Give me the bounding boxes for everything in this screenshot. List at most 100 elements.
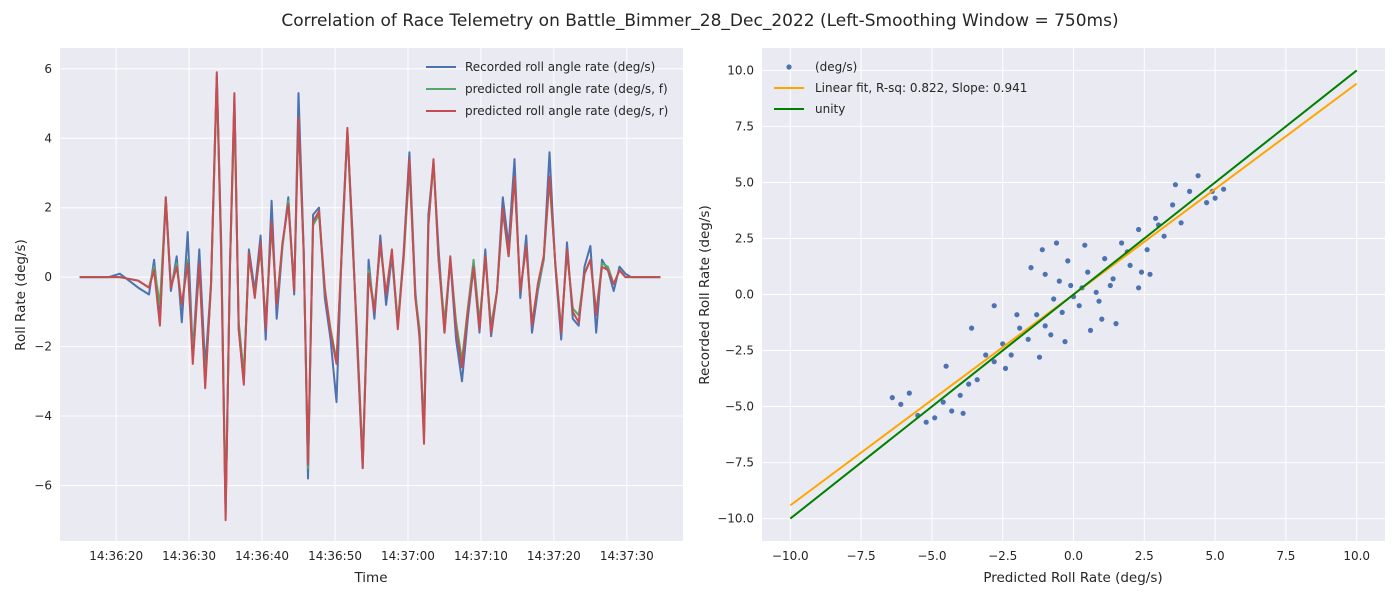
legend-label-predicted-r: predicted roll angle rate (deg/s, r)	[465, 104, 668, 118]
scatter-point	[943, 363, 949, 369]
scatter-point	[957, 392, 963, 398]
scatter-point	[1014, 312, 1020, 318]
timeseries-x-tick-label: 14:36:30	[162, 549, 216, 563]
scatter-point	[1099, 316, 1105, 322]
legend-marker-points	[786, 64, 792, 70]
scatter-point	[1042, 271, 1048, 277]
scatter-y-tick-label: −7.5	[725, 456, 754, 470]
scatter-point	[983, 352, 989, 358]
scatter-point	[1008, 352, 1014, 358]
scatter-point	[1059, 309, 1065, 315]
timeseries-x-tick-labels: 14:36:20 14:36:30 14:36:40 14:36:50 14:37:00…	[89, 549, 654, 563]
scatter-point	[1025, 336, 1031, 342]
scatter-point	[1136, 285, 1142, 291]
scatter-point	[966, 381, 972, 387]
timeseries-series-lines	[79, 71, 661, 522]
scatter-point	[1048, 332, 1054, 338]
timeseries-x-tick-label: 14:37:10	[454, 549, 508, 563]
scatter-point	[898, 401, 904, 407]
scatter-point	[1144, 247, 1150, 253]
scatter-y-tick-label: 0.0	[735, 288, 754, 302]
scatter-point	[906, 390, 912, 396]
scatter-point	[1147, 271, 1153, 277]
timeseries-gridlines	[60, 48, 683, 541]
scatter-point	[1039, 247, 1045, 253]
timeseries-x-tick-label: 14:37:00	[381, 549, 435, 563]
timeseries-y-axis-label: Roll Rate (deg/s)	[13, 239, 29, 351]
scatter-point	[1161, 233, 1167, 239]
scatter-y-tick-label: 7.5	[735, 119, 754, 133]
timeseries-y-tick-label: −6	[34, 478, 52, 492]
scatter-point	[1204, 200, 1210, 206]
scatter-point	[1082, 242, 1088, 248]
scatter-point	[1002, 365, 1009, 371]
timeseries-y-tick-label: 6	[44, 62, 52, 76]
scatter-point	[1178, 220, 1184, 226]
scatter-point	[1017, 325, 1023, 331]
scatter-point	[1212, 195, 1218, 201]
scatter-point	[932, 415, 938, 421]
scatter-point	[974, 377, 980, 383]
scatter-point	[1085, 269, 1091, 275]
scatter-x-tick-label: −2.5	[988, 549, 1017, 563]
scatter-point	[1187, 188, 1193, 194]
scatter-point	[940, 399, 946, 405]
scatter-point	[889, 395, 895, 401]
scatter-point	[969, 325, 975, 331]
timeseries-x-tick-label: 14:36:20	[89, 549, 143, 563]
scatter-points	[889, 173, 1227, 425]
scatter-y-tick-label: 2.5	[735, 231, 754, 245]
scatter-point	[1153, 215, 1159, 221]
timeseries-y-tick-label: −2	[34, 340, 52, 354]
scatter-y-tick-label: 10.0	[727, 63, 754, 77]
timeseries-x-tick-label: 14:36:40	[235, 549, 289, 563]
scatter-point	[991, 359, 997, 365]
timeseries-y-tick-labels: −6 −4 −2 0 2 4 6	[34, 62, 52, 493]
scatter-legend: (deg/s) Linear fit, R-sq: 0.822, Slope: …	[774, 60, 1027, 116]
timeseries-line-3	[79, 71, 661, 522]
timeseries-y-tick-label: 2	[44, 201, 52, 215]
scatter-gridlines	[762, 48, 1385, 541]
scatter-point	[1051, 296, 1057, 302]
scatter-x-tick-label: −7.5	[847, 549, 876, 563]
scatter-point	[1110, 276, 1116, 282]
scatter-point	[1136, 226, 1142, 233]
scatter-point	[1096, 298, 1102, 304]
scatter-y-tick-labels: −10.0 −7.5 −5.0 −2.5 0.0 2.5 5.0 7.5 10.0	[717, 63, 754, 525]
scatter-x-tick-label: −5.0	[917, 549, 946, 563]
scatter-y-tick-label: −5.0	[725, 400, 754, 414]
scatter-point	[1138, 269, 1145, 275]
scatter-y-tick-label: −10.0	[717, 512, 754, 526]
scatter-x-tick-label: 5.0	[1206, 549, 1225, 563]
scatter-point	[1119, 240, 1125, 246]
scatter-point	[1053, 240, 1060, 246]
scatter-point	[991, 303, 997, 309]
timeseries-chart: 14:36:20 14:36:30 14:36:40 14:36:50 14:37:00…	[13, 48, 683, 586]
timeseries-x-tick-label: 14:37:20	[527, 549, 581, 563]
scatter-y-axis-label: Recorded Roll Rate (deg/s)	[697, 205, 713, 384]
scatter-point	[1065, 258, 1071, 264]
scatter-reference-lines	[789, 69, 1358, 520]
scatter-y-tick-label: 5.0	[735, 175, 754, 189]
scatter-point	[1170, 202, 1176, 208]
timeseries-x-axis-label: Time	[353, 570, 387, 586]
scatter-point	[1036, 354, 1043, 360]
scatter-point	[1195, 173, 1201, 179]
scatter-point	[1042, 323, 1048, 329]
unity-line	[789, 69, 1358, 520]
scatter-point	[923, 419, 929, 425]
scatter-point	[960, 410, 966, 416]
scatter-point	[1107, 282, 1113, 289]
scatter-x-tick-labels: −10.0 −7.5 −5.0 −2.5 0.0 2.5 5.0 7.5 10.0	[772, 549, 1370, 563]
scatter-point	[1068, 282, 1074, 289]
scatter-x-tick-label: 7.5	[1276, 549, 1295, 563]
scatter-point	[1113, 321, 1119, 327]
scatter-point	[1102, 256, 1108, 262]
timeseries-legend: Recorded roll angle rate (deg/s) predict…	[426, 60, 668, 118]
scatter-point	[1034, 312, 1040, 318]
legend-label-predicted-f: predicted roll angle rate (deg/s, f)	[465, 82, 668, 96]
scatter-x-tick-label: 0.0	[1064, 549, 1083, 563]
figure-title: Correlation of Race Telemetry on Battle_…	[281, 11, 1118, 31]
scatter-x-tick-label: 10.0	[1343, 549, 1370, 563]
